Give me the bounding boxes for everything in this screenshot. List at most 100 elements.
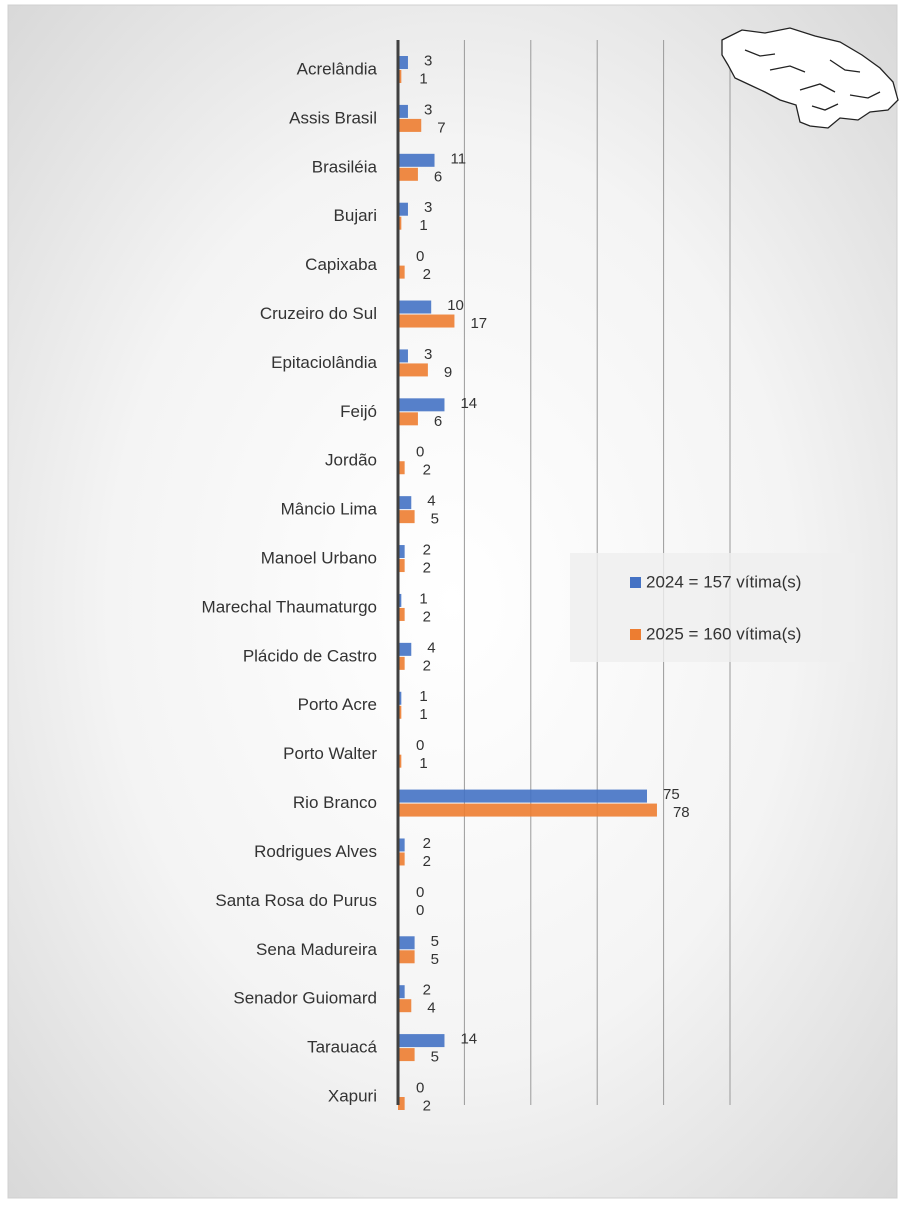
value-label: 0 xyxy=(416,737,424,754)
bar xyxy=(398,1034,445,1048)
value-label: 14 xyxy=(460,395,477,412)
bar xyxy=(398,559,405,573)
bar xyxy=(398,593,402,607)
bar xyxy=(398,789,647,803)
value-label: 2 xyxy=(423,462,431,479)
value-label: 14 xyxy=(460,1031,477,1048)
bar xyxy=(398,153,435,167)
category-label: Porto Acre xyxy=(298,695,377,714)
bar xyxy=(398,607,405,621)
bar xyxy=(398,461,405,475)
category-label: Sena Madureira xyxy=(256,940,378,959)
value-label: 5 xyxy=(431,933,439,950)
legend-swatch xyxy=(630,577,641,588)
bar xyxy=(398,510,415,524)
bar xyxy=(398,104,408,118)
value-label: 1 xyxy=(419,706,427,723)
category-label: Porto Walter xyxy=(283,744,377,763)
bar xyxy=(398,1048,415,1062)
value-label: 4 xyxy=(427,493,435,510)
bar xyxy=(398,349,408,363)
bar xyxy=(398,216,402,230)
value-label: 0 xyxy=(416,248,424,265)
bar xyxy=(398,545,405,559)
value-label: 2 xyxy=(423,657,431,674)
bar xyxy=(398,363,428,377)
category-label: Tarauacá xyxy=(307,1038,377,1057)
value-label: 1 xyxy=(419,688,427,705)
category-label: Xapuri xyxy=(328,1086,377,1105)
bar xyxy=(398,936,415,950)
bar xyxy=(398,56,408,69)
category-label: Epitaciolândia xyxy=(271,353,377,372)
legend-label: 2024 = 157 vítima(s) xyxy=(646,572,801,591)
value-label: 75 xyxy=(663,786,680,803)
bar xyxy=(398,265,405,279)
value-label: 2 xyxy=(423,542,431,559)
bar xyxy=(398,691,402,705)
category-label: Santa Rosa do Purus xyxy=(215,891,377,910)
value-label: 2 xyxy=(423,853,431,870)
value-label: 6 xyxy=(434,168,442,185)
category-label: Bujari xyxy=(334,206,377,225)
value-label: 2 xyxy=(423,266,431,283)
value-label: 3 xyxy=(424,52,432,69)
bar xyxy=(398,412,418,426)
category-label: Marechal Thaumaturgo xyxy=(202,597,377,616)
value-label: 17 xyxy=(470,315,487,332)
value-label: 1 xyxy=(419,755,427,772)
value-label: 3 xyxy=(424,101,432,118)
map-icon xyxy=(721,27,899,129)
bar xyxy=(398,642,412,656)
value-label: 2 xyxy=(423,560,431,577)
bar xyxy=(398,999,412,1013)
bar xyxy=(398,803,657,817)
value-label: 4 xyxy=(427,1000,435,1017)
bar xyxy=(398,118,422,132)
value-label: 0 xyxy=(416,902,424,919)
bar xyxy=(398,167,418,181)
value-label: 10 xyxy=(447,297,464,314)
bar xyxy=(398,398,445,412)
category-label: Rodrigues Alves xyxy=(254,842,377,861)
value-label: 11 xyxy=(451,150,467,167)
bar xyxy=(398,985,405,999)
category-label: Jordão xyxy=(325,451,377,470)
bar xyxy=(398,300,432,314)
bar xyxy=(398,705,402,719)
value-label: 2 xyxy=(423,982,431,999)
value-label: 2 xyxy=(423,608,431,625)
legend-box xyxy=(570,553,855,662)
bars: 3137116310210173914602452212421101757822… xyxy=(398,52,690,1114)
value-label: 0 xyxy=(416,444,424,461)
value-label: 1 xyxy=(419,590,427,607)
bar xyxy=(398,202,408,216)
bar xyxy=(398,852,405,866)
category-label: Capixaba xyxy=(305,255,377,274)
bar xyxy=(398,838,405,852)
value-label: 3 xyxy=(424,199,432,216)
category-label: Senador Guiomard xyxy=(233,989,377,1008)
value-label: 9 xyxy=(444,364,452,381)
value-label: 78 xyxy=(673,804,690,821)
category-label: Rio Branco xyxy=(293,793,377,812)
value-label: 5 xyxy=(431,1049,439,1066)
value-label: 4 xyxy=(427,639,435,656)
value-label: 1 xyxy=(419,70,427,87)
value-label: 0 xyxy=(416,1079,424,1096)
category-label: Mâncio Lima xyxy=(281,500,378,519)
value-label: 2 xyxy=(423,1097,431,1114)
bar xyxy=(398,656,405,670)
bar xyxy=(398,70,402,83)
category-label: Plácido de Castro xyxy=(243,646,377,665)
bar xyxy=(398,754,402,768)
value-label: 6 xyxy=(434,413,442,430)
bar xyxy=(398,1097,405,1110)
category-label: Manoel Urbano xyxy=(261,549,377,568)
category-label: Assis Brasil xyxy=(289,108,377,127)
value-label: 7 xyxy=(437,119,445,136)
value-label: 5 xyxy=(431,951,439,968)
bar xyxy=(398,314,455,328)
